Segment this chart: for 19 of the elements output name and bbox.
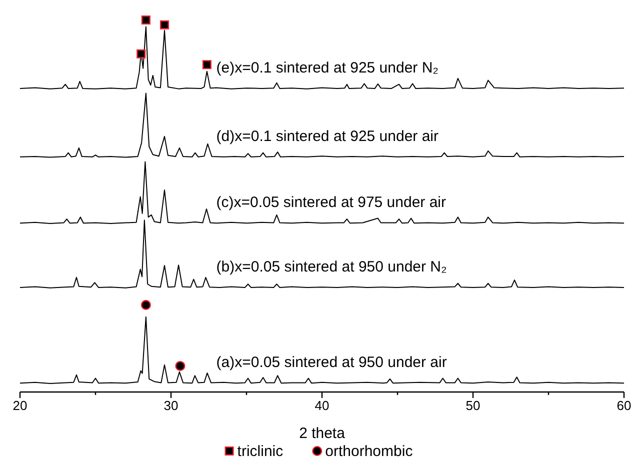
series-label: (c)x=0.05 sintered at 975 under air bbox=[216, 194, 446, 212]
x-tick-label: 20 bbox=[12, 398, 28, 414]
legend-label: orthorhombic bbox=[325, 443, 414, 460]
x-tick-label: 50 bbox=[466, 398, 480, 414]
x-axis-title: 2 theta bbox=[299, 425, 346, 442]
point bbox=[140, 300, 151, 310]
point bbox=[202, 60, 212, 70]
x-tick-label: 40 bbox=[314, 398, 330, 414]
x-tick-label: 30 bbox=[164, 398, 178, 414]
point bbox=[160, 20, 170, 30]
point bbox=[175, 360, 186, 371]
legend-label: triclinic bbox=[237, 443, 284, 460]
series-label: (b)x=0.05 sintered at 950 under N₂ bbox=[216, 258, 448, 276]
series-label: (d)x=0.1 sintered at 925 under air bbox=[216, 128, 439, 145]
point bbox=[136, 49, 146, 58]
x-tick-label: 60 bbox=[616, 398, 632, 414]
point bbox=[141, 15, 150, 25]
series-label: (e)x=0.1 sintered at 925 under N₂ bbox=[216, 59, 439, 76]
series-label: (a)x=0.05 sintered at 950 under air bbox=[216, 354, 447, 372]
